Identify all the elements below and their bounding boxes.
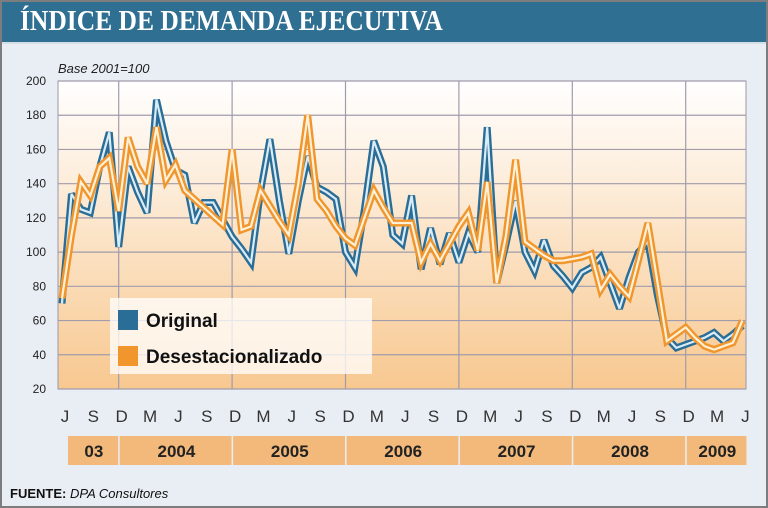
month-tick-label: J	[514, 407, 523, 426]
month-tick-label: J	[288, 407, 297, 426]
year-band-segment	[68, 436, 119, 465]
chart-subtitle: Base 2001=100	[58, 61, 150, 76]
year-label: 2009	[698, 442, 736, 461]
year-band-segment	[233, 436, 345, 465]
month-tick-label: D	[342, 407, 354, 426]
month-tick-label: S	[314, 407, 325, 426]
year-label: 2004	[157, 442, 195, 461]
y-tick-label: 120	[26, 211, 46, 225]
legend-label: Original	[146, 311, 218, 332]
year-band-segment	[686, 436, 747, 465]
month-tick-label: J	[741, 407, 750, 426]
month-tick-label: D	[229, 407, 241, 426]
title-bar: ÍNDICE DE DEMANDA EJECUTIVA	[2, 2, 766, 44]
month-tick-label: S	[655, 407, 666, 426]
source-note: FUENTE: DPA Consultores	[10, 486, 168, 501]
year-band-segment	[346, 436, 459, 465]
y-tick-label: 60	[33, 314, 47, 328]
source-label: FUENTE:	[10, 486, 67, 501]
month-tick-label: M	[370, 407, 384, 426]
month-tick-label: D	[456, 407, 468, 426]
y-tick-label: 20	[33, 382, 47, 396]
source-value: DPA Consultores	[69, 486, 169, 501]
month-tick-label: S	[428, 407, 439, 426]
month-tick-label: D	[116, 407, 128, 426]
year-label: 2006	[384, 442, 422, 461]
month-tick-label: J	[61, 407, 70, 426]
legend-swatch	[118, 346, 138, 366]
y-tick-label: 100	[26, 245, 46, 259]
month-tick-label: M	[143, 407, 157, 426]
y-tick-label: 180	[26, 108, 46, 122]
month-tick-label: D	[569, 407, 581, 426]
month-tick-label: M	[710, 407, 724, 426]
month-tick-label: J	[628, 407, 637, 426]
year-label: 03	[84, 442, 103, 461]
legend-box	[110, 298, 372, 374]
year-band-segment	[459, 436, 572, 465]
month-tick-label: J	[401, 407, 410, 426]
year-label: 2008	[611, 442, 649, 461]
y-tick-label: 160	[26, 142, 46, 156]
legend-swatch	[118, 310, 138, 330]
month-tick-label: S	[201, 407, 212, 426]
year-band-segment	[573, 436, 686, 465]
year-label: 2005	[271, 442, 309, 461]
y-tick-label: 200	[26, 74, 46, 88]
legend-label: Desestacionalizado	[146, 347, 322, 368]
month-tick-label: M	[256, 407, 270, 426]
month-tick-label: S	[541, 407, 552, 426]
month-tick-label: M	[483, 407, 497, 426]
y-tick-label: 80	[33, 279, 47, 293]
month-tick-label: D	[683, 407, 695, 426]
chart-title: ÍNDICE DE DEMANDA EJECUTIVA	[20, 5, 443, 37]
month-tick-label: S	[88, 407, 99, 426]
month-tick-label: J	[174, 407, 183, 426]
y-tick-label: 140	[26, 177, 46, 191]
month-tick-label: M	[597, 407, 611, 426]
y-tick-label: 40	[33, 348, 47, 362]
year-label: 2007	[498, 442, 536, 461]
year-band-segment	[119, 436, 232, 465]
